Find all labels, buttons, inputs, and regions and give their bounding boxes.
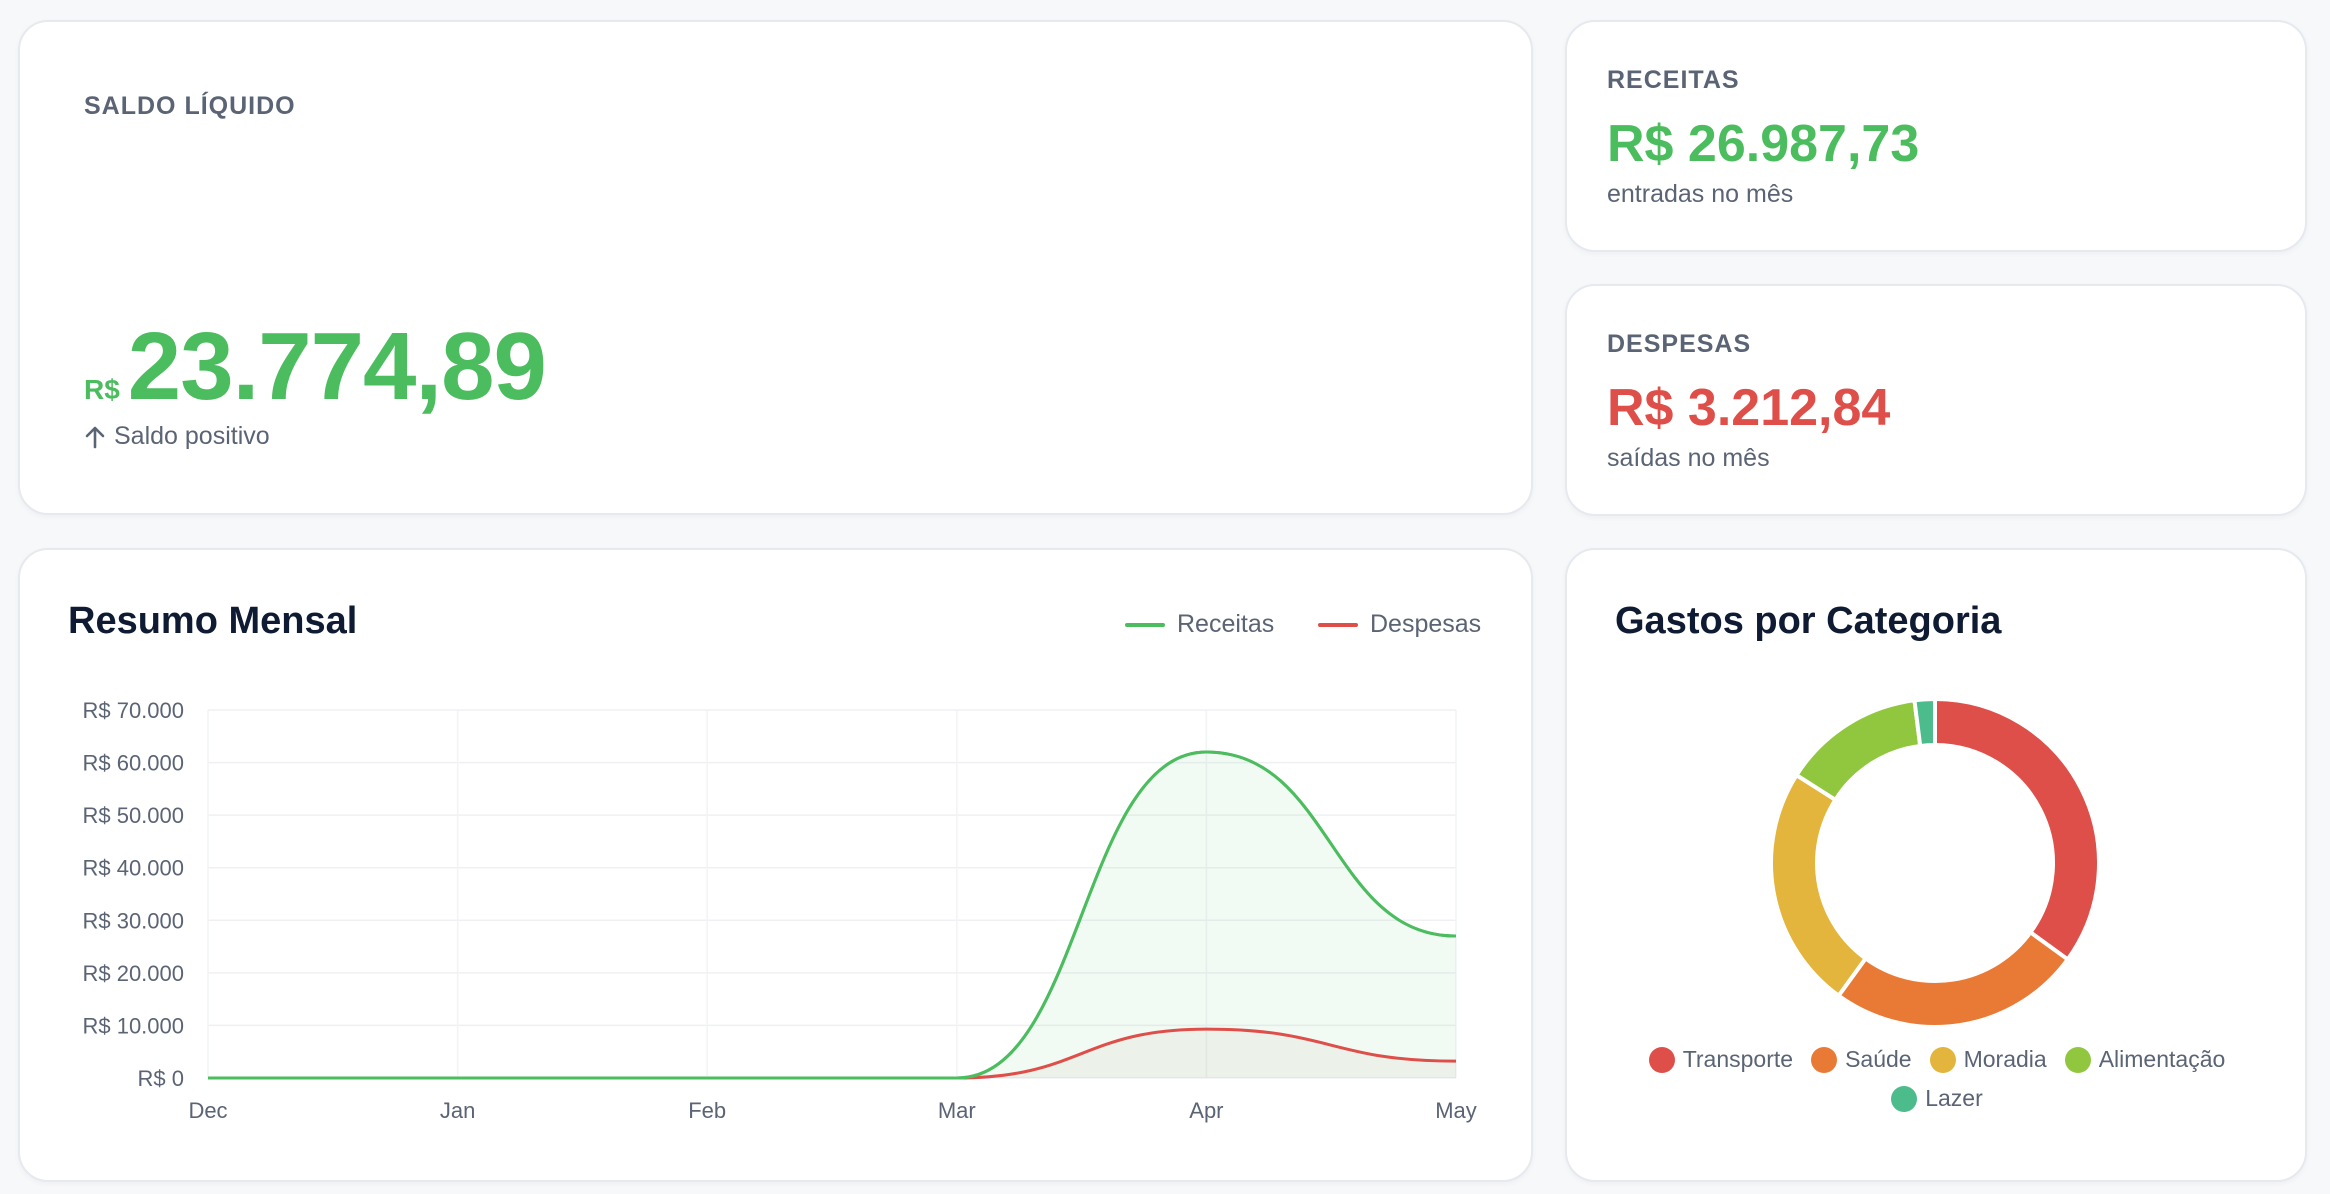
legend-item-despesas[interactable]: Despesas bbox=[1318, 610, 1481, 639]
despesas-label: DESPESAS bbox=[1607, 330, 1752, 358]
donut-legend-dot bbox=[1811, 1046, 1838, 1073]
x-tick-label: Feb bbox=[688, 1098, 726, 1123]
y-tick-label: R$ 60.000 bbox=[82, 751, 184, 776]
area-fill-receitas bbox=[208, 752, 1456, 1078]
x-tick-label: Jan bbox=[440, 1098, 475, 1123]
saldo-note: Saldo positivo bbox=[84, 422, 270, 451]
y-tick-label: R$ 20.000 bbox=[82, 961, 184, 986]
saldo-label: SALDO LÍQUIDO bbox=[84, 92, 296, 120]
donut-legend-label: Lazer bbox=[1925, 1085, 1983, 1111]
saldo-currency: R$ bbox=[84, 374, 120, 405]
x-tick-label: Mar bbox=[938, 1098, 976, 1123]
x-tick-label: May bbox=[1435, 1098, 1477, 1123]
donut-legend: Transporte Saúde Moradia Alimentação Lazer bbox=[1627, 1046, 2247, 1112]
donut-legend-dot bbox=[1891, 1085, 1918, 1112]
legend-label-despesas: Despesas bbox=[1370, 610, 1482, 638]
y-tick-label: R$ 30.000 bbox=[82, 908, 184, 933]
x-tick-label: Apr bbox=[1189, 1098, 1223, 1123]
x-tick-label: Dec bbox=[188, 1098, 227, 1123]
receitas-sub: entradas no mês bbox=[1607, 180, 1794, 208]
gastos-categoria-card: Gastos por Categoria Transporte Saúde Mora… bbox=[1565, 548, 2307, 1182]
legend-swatch-receitas bbox=[1125, 622, 1165, 627]
donut-slice-5[interactable] bbox=[1912, 696, 1937, 749]
gastos-title: Gastos por Categoria bbox=[1615, 600, 2002, 642]
donut-legend-item[interactable]: Lazer bbox=[1891, 1085, 1983, 1112]
donut-legend-dot bbox=[1648, 1046, 1675, 1073]
resumo-mensal-card: Resumo Mensal Receitas Despesas R$ 0 R$ 1… bbox=[18, 548, 1533, 1182]
donut-legend-dot bbox=[2064, 1046, 2091, 1073]
legend-swatch-despesas bbox=[1318, 622, 1358, 627]
category-donut-chart[interactable] bbox=[1567, 550, 2305, 1180]
legend-item-receitas[interactable]: Receitas bbox=[1125, 610, 1274, 639]
monthly-area-chart[interactable]: R$ 0 R$ 10.000 R$ 20.000 R$ 30.000 R$ 40.000… bbox=[20, 550, 1531, 1180]
saldo-note-text: Saldo positivo bbox=[114, 422, 270, 450]
donut-legend-item[interactable]: Saúde bbox=[1811, 1046, 1912, 1073]
donut-legend-label: Transporte bbox=[1682, 1046, 1794, 1072]
legend-label-receitas: Receitas bbox=[1177, 610, 1275, 638]
receitas-amount: R$ 26.987,73 bbox=[1607, 115, 1920, 173]
donut-legend-label: Saúde bbox=[1845, 1046, 1912, 1072]
despesas-card: DESPESAS R$ 3.212,84 saídas no mês bbox=[1565, 284, 2307, 516]
saldo-amount: 23.774,89 bbox=[127, 313, 547, 420]
donut-slice-3[interactable] bbox=[1769, 772, 1869, 999]
donut-legend-label: Moradia bbox=[1963, 1046, 2047, 1072]
y-tick-label: R$ 10.000 bbox=[82, 1013, 184, 1038]
donut-slice-2[interactable] bbox=[1835, 929, 2071, 1029]
donut-legend-dot bbox=[1929, 1046, 1956, 1073]
donut-slice-4[interactable] bbox=[1793, 698, 1923, 803]
receitas-card: RECEITAS R$ 26.987,73 entradas no mês bbox=[1565, 20, 2307, 252]
donut-legend-item[interactable]: Moradia bbox=[1929, 1046, 2047, 1073]
series-line-receitas-top bbox=[208, 750, 1457, 1080]
arrow-up-icon bbox=[85, 426, 105, 448]
saldo-value: R$23.774,89 bbox=[84, 312, 547, 422]
donut-legend-item[interactable]: Alimentação bbox=[2064, 1046, 2226, 1073]
y-tick-label: R$ 40.000 bbox=[82, 856, 184, 881]
saldo-card: SALDO LÍQUIDO R$23.774,89 Saldo positivo bbox=[18, 20, 1533, 515]
y-tick-label: R$ 70.000 bbox=[82, 698, 184, 723]
donut-legend-item[interactable]: Transporte bbox=[1648, 1046, 1794, 1073]
donut-legend-label: Alimentação bbox=[2098, 1046, 2226, 1072]
resumo-title: Resumo Mensal bbox=[68, 600, 358, 642]
receitas-label: RECEITAS bbox=[1607, 66, 1740, 94]
y-tick-label: R$ 50.000 bbox=[82, 803, 184, 828]
despesas-amount: R$ 3.212,84 bbox=[1607, 379, 1891, 437]
despesas-sub: saídas no mês bbox=[1607, 444, 1770, 472]
area-fill-despesas bbox=[208, 1029, 1456, 1078]
donut-slice-1[interactable] bbox=[1933, 696, 2101, 963]
y-tick-label: R$ 0 bbox=[138, 1066, 184, 1091]
